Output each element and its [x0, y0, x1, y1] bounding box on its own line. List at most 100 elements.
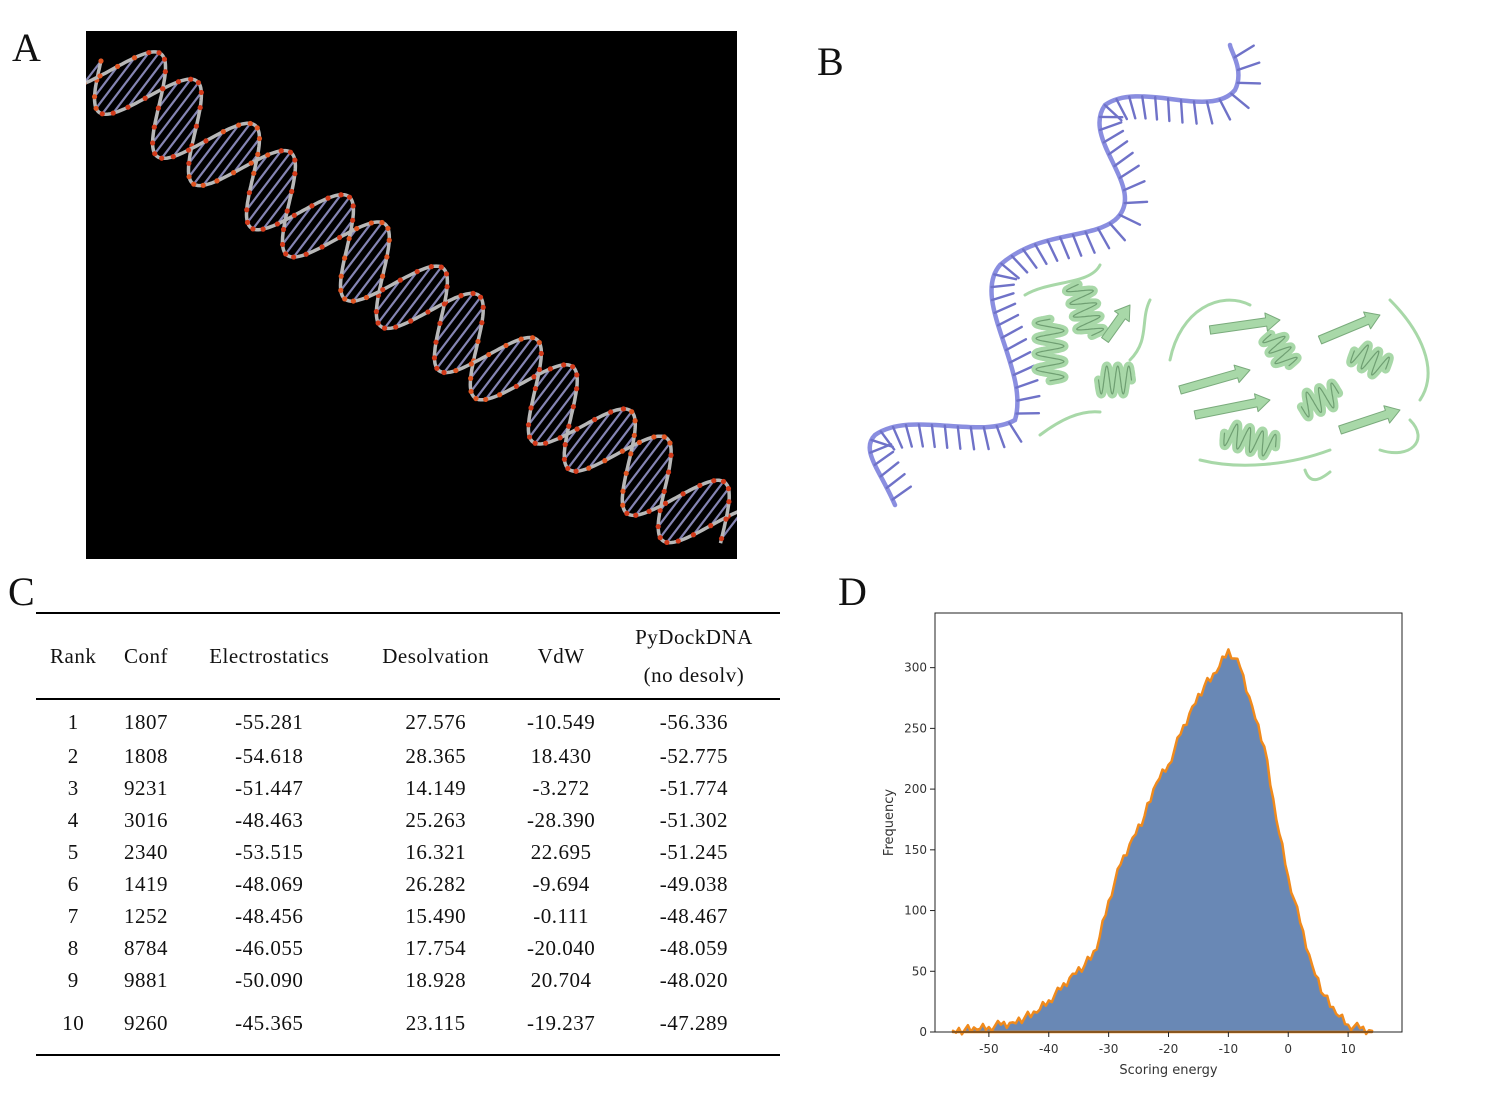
cell-electrostatics: -45.365: [235, 1010, 304, 1035]
cell-vdw: -10.549: [527, 709, 596, 734]
cell-pydockdna: -51.245: [659, 839, 729, 864]
panel-label-d: D: [838, 569, 867, 614]
table-body: 1 1807 -55.281 27.576 -10.549 -56.336 2 1808 -54…: [36, 699, 780, 1055]
y-tick-label: 300: [904, 661, 927, 675]
dna-stick-model: [86, 49, 737, 546]
dna-stick-model-image: [86, 31, 737, 559]
header-pydockdna: PyDockDNA (no desolv): [608, 613, 780, 699]
cell-desolvation: 18.928: [405, 967, 467, 992]
cell-vdw: -9.694: [532, 871, 590, 896]
cell-conf: 1252: [123, 903, 168, 928]
cell-rank: 3: [67, 775, 79, 800]
y-axis-ticks: 0 50 100 150 200 250 300: [904, 661, 935, 1039]
cell-desolvation: 15.490: [405, 903, 467, 928]
y-tick-label: 100: [904, 904, 927, 918]
y-tick-label: 150: [904, 843, 927, 857]
cell-desolvation: 16.321: [405, 839, 467, 864]
cell-vdw: -20.040: [527, 935, 596, 960]
cell-electrostatics: -54.618: [235, 743, 304, 768]
cell-electrostatics: -51.447: [235, 775, 304, 800]
x-tick-label: 0: [1284, 1042, 1292, 1056]
cell-conf: 1808: [123, 743, 168, 768]
table-row: 5 2340 -53.515 16.321 22.695 -51.245: [36, 836, 780, 868]
cell-desolvation: 14.149: [405, 775, 467, 800]
cell-vdw: 18.430: [530, 743, 592, 768]
dna-atoms: [86, 49, 737, 546]
cell-desolvation: 25.263: [405, 807, 467, 832]
cell-electrostatics: -50.090: [235, 967, 304, 992]
cell-rank: 4: [67, 807, 79, 832]
cell-desolvation: 28.365: [405, 743, 467, 768]
x-tick-label: 10: [1340, 1042, 1355, 1056]
table-row: 3 9231 -51.447 14.149 -3.272 -51.774: [36, 772, 780, 804]
y-tick-label: 0: [919, 1025, 927, 1039]
cell-electrostatics: -53.515: [235, 839, 304, 864]
cell-rank: 1: [67, 709, 79, 734]
cell-rank: 9: [67, 967, 79, 992]
cell-vdw: -19.237: [527, 1010, 596, 1035]
x-tick-label: -40: [1039, 1042, 1059, 1056]
panel-label-a: A: [12, 25, 41, 70]
cell-vdw: -0.111: [533, 903, 589, 928]
cell-conf: 2340: [123, 839, 168, 864]
table-row: 10 9260 -45.365 23.115 -19.237 -47.289: [36, 996, 780, 1055]
cell-pydockdna: -47.289: [659, 1010, 729, 1035]
cell-conf: 9881: [123, 967, 168, 992]
cell-pydockdna: -56.336: [659, 709, 729, 734]
dna-ribbon: [867, 42, 1262, 508]
cell-pydockdna: -49.038: [659, 871, 729, 896]
header-desolvation: Desolvation: [382, 643, 490, 668]
cell-conf: 1807: [123, 709, 168, 734]
cell-electrostatics: -48.069: [235, 871, 304, 896]
docking-results-table: Rank Conf Electrostatics Desolvation VdW…: [36, 612, 780, 1056]
cell-electrostatics: -46.055: [235, 935, 304, 960]
table-row: 9 9881 -50.090 18.928 20.704 -48.020: [36, 964, 780, 996]
cell-desolvation: 17.754: [405, 935, 467, 960]
x-tick-label: -30: [1099, 1042, 1119, 1056]
cell-electrostatics: -55.281: [235, 709, 304, 734]
protein-cartoon: [1023, 263, 1430, 482]
dna-protein-complex: [867, 42, 1430, 508]
y-tick-label: 250: [904, 721, 927, 735]
y-tick-label: 50: [912, 964, 927, 978]
x-axis-ticks: -50 -40 -30 -20 -10 0 10: [979, 1032, 1356, 1056]
cell-pydockdna: -48.467: [659, 903, 729, 928]
cell-vdw: 22.695: [530, 839, 592, 864]
y-axis-label: Frequency: [882, 789, 897, 856]
header-vdw: VdW: [537, 643, 585, 668]
cell-vdw: -3.272: [532, 775, 590, 800]
cell-electrostatics: -48.456: [235, 903, 304, 928]
cell-vdw: -28.390: [527, 807, 596, 832]
cell-pydockdna: -51.302: [659, 807, 729, 832]
x-tick-label: -20: [1159, 1042, 1179, 1056]
dna-protein-complex-image: [850, 40, 1460, 520]
cell-conf: 9231: [123, 775, 168, 800]
cell-rank: 8: [67, 935, 79, 960]
results-table: Rank Conf Electrostatics Desolvation VdW…: [36, 612, 780, 1056]
histogram-area: [951, 648, 1374, 1036]
x-axis-label: Scoring energy: [1119, 1063, 1218, 1078]
y-tick-label: 200: [904, 782, 927, 796]
cell-rank: 10: [62, 1010, 85, 1035]
table-header-row: Rank Conf Electrostatics Desolvation VdW…: [36, 613, 780, 699]
cell-electrostatics: -48.463: [235, 807, 304, 832]
panel-label-c: C: [8, 569, 35, 614]
panel-label-b: B: [817, 39, 844, 84]
cell-conf: 9260: [123, 1010, 168, 1035]
cell-rank: 5: [67, 839, 79, 864]
cell-rank: 2: [67, 743, 79, 768]
x-tick-label: -10: [1219, 1042, 1239, 1056]
header-rank: Rank: [50, 643, 97, 668]
cell-conf: 1419: [123, 871, 168, 896]
cell-rank: 7: [67, 903, 79, 928]
cell-desolvation: 27.576: [405, 709, 467, 734]
cell-conf: 3016: [123, 807, 168, 832]
cell-conf: 8784: [123, 935, 168, 960]
cell-desolvation: 23.115: [405, 1010, 466, 1035]
cell-vdw: 20.704: [530, 967, 592, 992]
cell-pydockdna: -52.775: [659, 743, 729, 768]
header-electrostatics: Electrostatics: [209, 643, 330, 668]
histogram-series: [951, 648, 1374, 1036]
cell-pydockdna: -48.059: [659, 935, 729, 960]
cell-rank: 6: [67, 871, 79, 896]
